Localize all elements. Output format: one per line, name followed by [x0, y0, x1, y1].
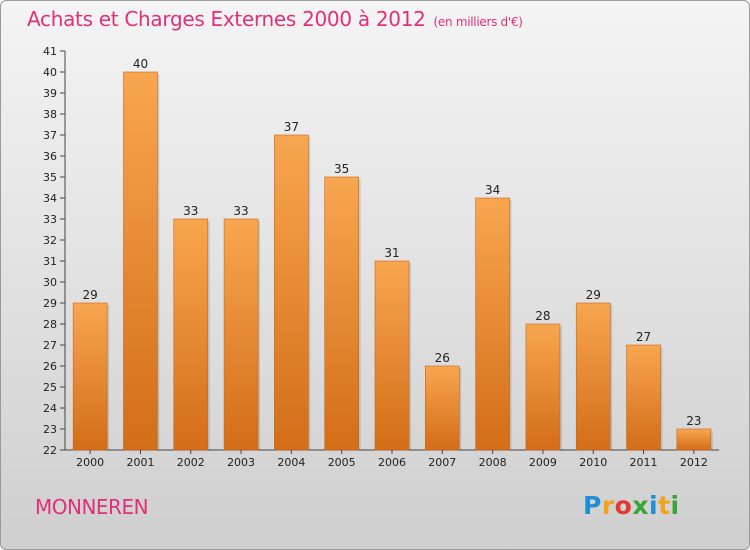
x-tick-label: 2011 — [630, 456, 658, 469]
y-tick-label: 38 — [43, 108, 57, 121]
logo-letter: t — [658, 491, 671, 520]
value-label: 23 — [686, 414, 701, 428]
x-tick-label: 2004 — [277, 456, 305, 469]
y-tick-label: 39 — [43, 87, 57, 100]
bar-2002 — [173, 218, 209, 451]
bar-2006 — [374, 260, 410, 451]
x-axis: 2000 2001 2002 2003 2004 2005 2006 2007 2008 2009… — [65, 449, 719, 469]
y-tick-label: 30 — [43, 276, 57, 289]
value-label: 29 — [586, 288, 601, 302]
proxiti-logo: Proxiti — [583, 491, 680, 520]
y-tick-label: 32 — [43, 234, 57, 247]
bar-2008 — [475, 197, 510, 451]
bar-2004 — [274, 134, 309, 451]
y-tick-label: 28 — [43, 318, 57, 331]
y-tick-label: 33 — [43, 213, 57, 226]
chart-title-text: Achats et Charges Externes 2000 à 2012 — [27, 7, 426, 31]
value-label: 26 — [435, 351, 450, 365]
chart-title: Achats et Charges Externes 2000 à 2012 (e… — [27, 7, 523, 31]
logo-letter: x — [632, 491, 649, 520]
y-tick-label: 23 — [43, 423, 57, 436]
y-tick-label: 35 — [43, 171, 57, 184]
y-tick-label: 27 — [43, 339, 57, 352]
y-tick-label: 34 — [43, 192, 57, 205]
logo-letter: P — [583, 491, 602, 520]
x-tick-label: 2008 — [479, 456, 507, 469]
location-label: MONNEREN — [35, 495, 149, 519]
x-tick-label: 2007 — [428, 456, 456, 469]
x-tick-label: 2012 — [680, 456, 708, 469]
x-tick-label: 2001 — [126, 456, 154, 469]
y-tick-label: 41 — [43, 45, 57, 58]
x-tick-label: 2002 — [177, 456, 205, 469]
y-tick-label: 40 — [43, 66, 57, 79]
value-label: 33 — [233, 204, 248, 218]
bar-2003 — [223, 218, 259, 451]
y-tick-label: 31 — [43, 255, 57, 268]
bar-2005 — [324, 176, 359, 451]
bar-2007 — [425, 365, 460, 451]
y-tick-label: 22 — [43, 444, 57, 457]
value-label: 35 — [334, 162, 349, 176]
y-tick-label: 36 — [43, 150, 57, 163]
logo-letter: o — [614, 491, 633, 520]
bar-2009 — [525, 323, 561, 451]
value-label: 33 — [183, 204, 198, 218]
x-tick-label: 2005 — [328, 456, 356, 469]
y-tick-label: 26 — [43, 360, 57, 373]
bar-2001 — [123, 71, 158, 451]
bar-2012 — [676, 428, 712, 451]
bar-2011 — [626, 344, 661, 451]
x-tick-label: 2000 — [76, 456, 104, 469]
logo-letter: i — [649, 491, 659, 520]
y-axis: 22 23 24 25 26 27 28 29 30 31 32 33 34 35 36 37 38 39 40 41 — [43, 45, 66, 457]
logo-letter: r — [601, 491, 615, 520]
y-tick-label: 25 — [43, 381, 57, 394]
value-label: 27 — [636, 330, 651, 344]
x-tick-label: 2009 — [529, 456, 557, 469]
value-label: 31 — [384, 246, 399, 260]
x-tick-label: 2006 — [378, 456, 406, 469]
value-label: 29 — [83, 288, 98, 302]
bar-2010 — [575, 302, 611, 451]
bar-2000 — [72, 302, 108, 451]
logo-letter: i — [670, 491, 680, 520]
x-tick-label: 2010 — [579, 456, 607, 469]
x-tick-label: 2003 — [227, 456, 255, 469]
value-label: 40 — [133, 57, 148, 71]
value-label: 28 — [535, 309, 550, 323]
y-tick-label: 29 — [43, 297, 57, 310]
y-tick-label: 37 — [43, 129, 57, 142]
chart-subtitle: (en milliers d'€) — [433, 15, 523, 29]
value-label: 34 — [485, 183, 500, 197]
y-tick-label: 24 — [43, 402, 57, 415]
bars: 29 40 33 33 37 35 31 26 34 28 29 27 23 — [72, 57, 713, 451]
value-label: 37 — [284, 120, 299, 134]
